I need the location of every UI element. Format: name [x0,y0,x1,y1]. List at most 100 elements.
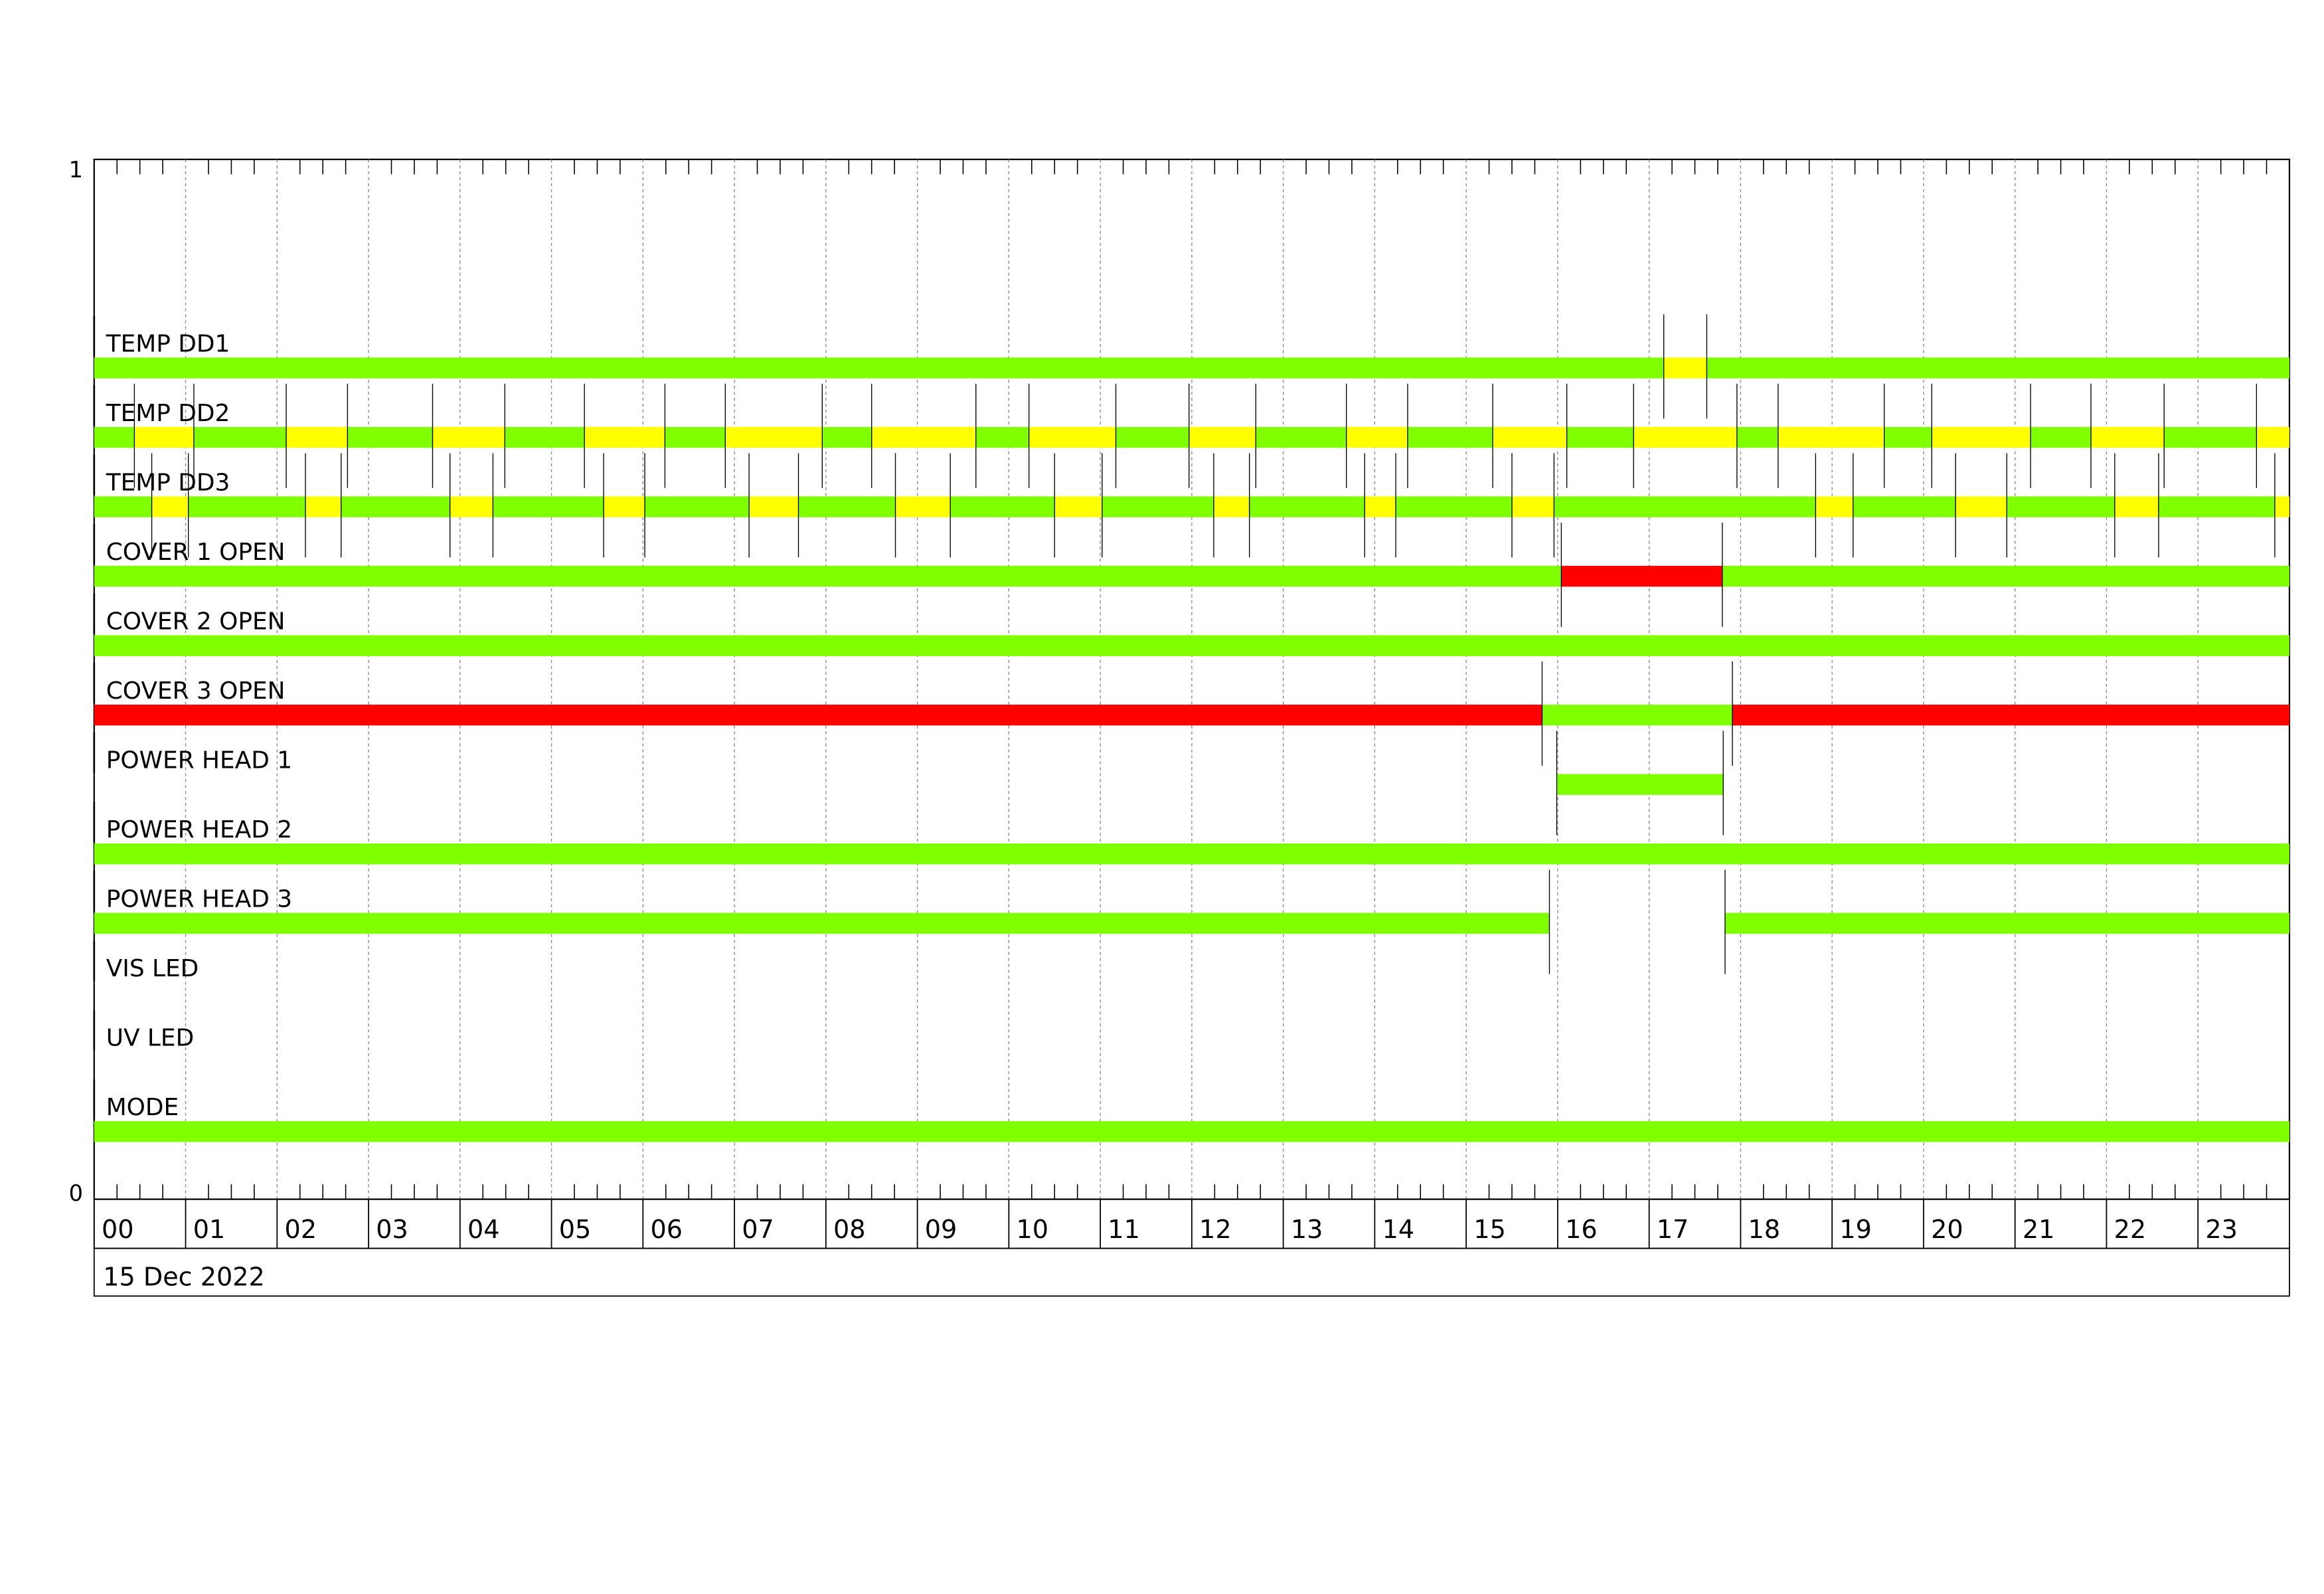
state-segment [1256,426,1347,448]
row-cover-2-open: COVER 2 OPEN [93,593,2289,656]
state-segment [749,496,799,517]
state-segment [1542,704,1733,726]
state-segment [1732,704,2289,726]
x-tick-label: 13 [1291,1215,1323,1244]
row-temp-dd2: TEMP DD2 [93,383,2289,488]
state-segment [94,635,2289,656]
state-segment [1102,496,1214,517]
x-tick-label: 03 [376,1215,408,1244]
state-segment [1778,426,1884,448]
y-tick-label-top: 1 [69,157,83,183]
x-tick-label: 09 [925,1215,957,1244]
y-tick-label-bottom: 0 [69,1180,83,1206]
state-segment [2158,496,2275,517]
state-segment [94,843,2289,865]
state-segment [871,426,976,448]
state-segment [493,496,604,517]
x-tick-label: 16 [1565,1215,1598,1244]
row-label: VIS LED [106,955,199,982]
row-label: MODE [106,1094,179,1121]
row-label: TEMP DD1 [106,330,230,357]
row-temp-dd3: TEMP DD3 [93,453,2289,558]
state-segment [1396,496,1513,517]
row-vis-led: VIS LED [93,940,199,982]
state-segment [193,426,287,448]
row-cover-3-open: COVER 3 OPEN [93,661,2289,766]
state-segment [151,496,189,517]
timeline-rows: TEMP DD1 TEMP DD2 TEMP DD3 COVER 1 OPEN COVE… [93,314,2289,1142]
x-tick-label: 07 [742,1215,774,1244]
state-segment [432,426,505,448]
state-segment [134,426,194,448]
state-segment [94,1121,2289,1142]
state-segment [1884,426,1932,448]
state-segment [94,565,1562,587]
state-segment [1512,496,1554,517]
x-tick-labels: 00 01 02 03 04 05 06 07 08 09 10 11 12 13 14 15 16 17 18 19… [93,1199,2238,1249]
row-temp-dd1: TEMP DD1 [93,314,2289,419]
x-tick-label: 10 [1017,1215,1049,1244]
state-segment [2164,426,2257,448]
x-tick-label: 05 [559,1215,592,1244]
state-segment [2091,426,2165,448]
state-segment [505,426,585,448]
state-segment [2031,426,2092,448]
row-uv-led: UV LED [93,1010,194,1052]
state-segment [1407,426,1493,448]
state-segment [975,426,1029,448]
state-segment [725,426,823,448]
state-segment [822,426,872,448]
state-segment [1815,496,1853,517]
state-segment [1736,426,1778,448]
state-segment [1189,426,1256,448]
x-tick-label: 20 [1931,1215,1963,1244]
x-tick-label: 19 [1839,1215,1872,1244]
state-segment [1566,426,1634,448]
state-segment [1116,426,1189,448]
state-segment [1554,496,1816,517]
row-label: COVER 2 OPEN [106,608,286,635]
x-tick-label: 06 [651,1215,683,1244]
state-segment [1633,426,1737,448]
state-segment [2274,496,2289,517]
date-label: 15 Dec 2022 [103,1263,265,1292]
x-tick-label: 17 [1657,1215,1689,1244]
state-segment [1932,426,2031,448]
state-segment [665,426,726,448]
row-cover-1-open: COVER 1 OPEN [93,522,2289,627]
state-segment [1722,565,2289,587]
state-segment [1706,357,2289,379]
state-segment [584,426,665,448]
state-segment [94,913,1550,934]
state-segment [604,496,645,517]
state-segment [1493,426,1567,448]
hour-gridlines [185,159,2199,1199]
state-segment [1663,357,1707,379]
x-tick-label: 14 [1382,1215,1415,1244]
row-mode: MODE [93,1079,2289,1142]
state-segment [895,496,951,517]
row-label: TEMP DD2 [106,400,230,427]
state-segment [1249,496,1365,517]
state-segment [1556,774,1724,795]
x-tick-label: 18 [1748,1215,1781,1244]
row-power-head-3: POWER HEAD 3 [93,869,2289,974]
state-segment [2256,426,2289,448]
state-segment [94,704,1542,726]
state-segment [2007,496,2115,517]
x-tick-label: 02 [285,1215,317,1244]
row-label: UV LED [106,1025,194,1052]
state-segment [347,426,433,448]
row-label: POWER HEAD 3 [106,886,292,913]
x-tick-label: 15 [1473,1215,1506,1244]
state-segment [188,496,305,517]
row-label: TEMP DD3 [106,469,230,496]
state-segment [950,496,1055,517]
row-label: POWER HEAD 1 [106,747,292,774]
state-segment [1029,426,1116,448]
x-tick-label: 00 [102,1215,134,1244]
state-segment [94,357,1664,379]
state-segment [645,496,750,517]
state-segment [286,426,348,448]
